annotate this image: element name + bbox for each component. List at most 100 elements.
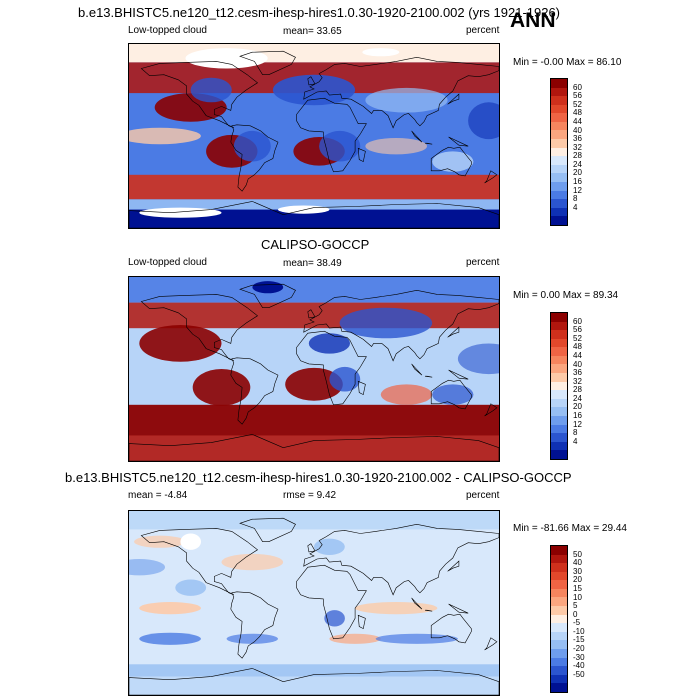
colorbar-segment xyxy=(551,623,567,632)
colorbar-segment xyxy=(551,407,567,416)
cloud-map-difference xyxy=(128,510,500,696)
colorbar-tick-label: 36 xyxy=(573,134,582,144)
cloud-field xyxy=(129,44,499,228)
colorbar-segment xyxy=(551,631,567,641)
colorbar-segment xyxy=(551,147,567,157)
colorbar-difference: 50 40 30 20 15 10 5 0 -5 -10 -15 -20 -30 -40 -50 xyxy=(550,545,585,693)
colorbar-segment xyxy=(551,121,567,131)
colorbar-segment xyxy=(551,355,567,365)
colorbar-segment xyxy=(551,87,567,97)
colorbar-segment xyxy=(551,330,567,339)
minmax-stat: Min = -0.00 Max = 86.10 xyxy=(513,57,622,68)
coastline xyxy=(129,50,499,228)
colorbar-segment xyxy=(551,338,567,348)
colorbar-tick-label: 20 xyxy=(573,575,582,585)
colorbar-tick-label: 4 xyxy=(573,436,578,446)
coastline xyxy=(129,517,499,695)
colorbar-tick-label: 50 xyxy=(573,549,582,559)
colorbar-segment xyxy=(551,614,567,624)
colorbar-tick-label: 15 xyxy=(573,583,582,593)
colorbar-tick-label: 52 xyxy=(573,333,582,343)
colorbar-segment xyxy=(551,597,567,607)
colorbar-segment xyxy=(551,113,567,122)
colorbar-tick-label: 30 xyxy=(573,566,582,576)
colorbar-tick-label: 44 xyxy=(573,350,582,360)
colorbar-tick-label: -5 xyxy=(573,618,581,628)
colorbar-tick-label: 16 xyxy=(573,177,582,187)
mean-stat: mean= 38.49 xyxy=(283,258,342,269)
colorbar-tick-label: 44 xyxy=(573,116,582,126)
coastline xyxy=(129,283,499,461)
variable-label: Low-topped cloud xyxy=(128,257,207,268)
colorbar-segment xyxy=(551,666,567,675)
colorbar-model: 60 56 52 48 44 40 36 32 28 24 20 16 12 8 4 xyxy=(550,78,582,226)
colorbar-tick-label: 52 xyxy=(573,99,582,109)
colorbar-segment xyxy=(551,381,567,391)
colorbar-segment xyxy=(551,433,567,442)
colorbar-tick-label: -10 xyxy=(573,626,585,636)
colorbar-segment xyxy=(551,398,567,408)
colorbar-tick-label: 40 xyxy=(573,359,582,369)
cloud-field xyxy=(129,277,499,461)
colorbar-segment xyxy=(551,104,567,114)
panel-title: CALIPSO-GOCCP xyxy=(261,237,370,252)
colorbar-tick-label: 32 xyxy=(573,142,582,152)
colorbar-segment xyxy=(551,674,567,684)
colorbar-segment xyxy=(551,164,567,174)
colorbar-tick-label: 36 xyxy=(573,368,582,378)
colorbar-tick-label: 40 xyxy=(573,125,582,135)
colorbar-segment xyxy=(551,364,567,374)
minmax-stat: Min = -81.66 Max = 29.44 xyxy=(513,523,627,534)
colorbar-segment xyxy=(551,96,567,105)
colorbar-segment xyxy=(551,390,567,399)
colorbar-segment xyxy=(551,190,567,200)
cloud-map-model xyxy=(128,43,500,229)
colorbar-tick-label: 0 xyxy=(573,609,578,619)
colorbar-tick-label: 4 xyxy=(573,202,578,212)
colorbar-segment xyxy=(551,415,567,425)
colorbar-tick-label: 8 xyxy=(573,428,578,438)
colorbar-tick-label: 12 xyxy=(573,185,582,195)
season-label: ANN xyxy=(510,9,556,32)
colorbar-segment xyxy=(551,580,567,589)
colorbar-tick-label: 60 xyxy=(573,82,582,92)
panel-title: b.e13.BHISTC5.ne120_t12.cesm-ihesp-hires… xyxy=(78,5,561,20)
cloud-field xyxy=(129,511,499,695)
colorbar-segment xyxy=(551,199,567,208)
colorbar-segment xyxy=(551,373,567,382)
colorbar-segment xyxy=(551,657,567,667)
colorbar-segment xyxy=(551,554,567,564)
colorbar-segment xyxy=(551,588,567,598)
colorbar-segment xyxy=(551,79,567,88)
unit-label: percent xyxy=(466,490,500,501)
unit-label: percent xyxy=(466,25,500,36)
colorbar-segment xyxy=(551,130,567,140)
colorbar-tick-label: 56 xyxy=(573,325,582,335)
colorbar-tick-label: -15 xyxy=(573,635,585,645)
colorbar-tick-label: 32 xyxy=(573,376,582,386)
colorbar-tick-label: -40 xyxy=(573,661,585,671)
colorbar-segment xyxy=(551,683,567,692)
colorbar-segment xyxy=(551,450,567,459)
colorbar-segment xyxy=(551,563,567,572)
colorbar-segment xyxy=(551,606,567,615)
colorbar-tick-label: 10 xyxy=(573,592,582,602)
colorbar-tick-label: 60 xyxy=(573,316,582,326)
colorbar-obs: 60 56 52 48 44 40 36 32 28 24 20 16 12 8 4 xyxy=(550,312,582,460)
colorbar-segment xyxy=(551,424,567,434)
minmax-stat: Min = 0.00 Max = 89.34 xyxy=(513,290,619,301)
colorbar-tick-label: 40 xyxy=(573,558,582,568)
colorbar-tick-label: -50 xyxy=(573,669,585,679)
colorbar-segment xyxy=(551,648,567,658)
colorbar-tick-label: 16 xyxy=(573,411,582,421)
colorbar-tick-label: 48 xyxy=(573,342,582,352)
colorbar-segment xyxy=(551,546,567,555)
colorbar-segment xyxy=(551,640,567,649)
colorbar-tick-label: 28 xyxy=(573,151,582,161)
colorbar-tick-label: -20 xyxy=(573,644,585,654)
colorbar-segment xyxy=(551,173,567,182)
mean-stat: mean = -4.84 xyxy=(128,490,188,501)
variable-label: Low-topped cloud xyxy=(128,25,207,36)
cloud-map-obs xyxy=(128,276,500,462)
colorbar-tick-label: 5 xyxy=(573,601,578,611)
